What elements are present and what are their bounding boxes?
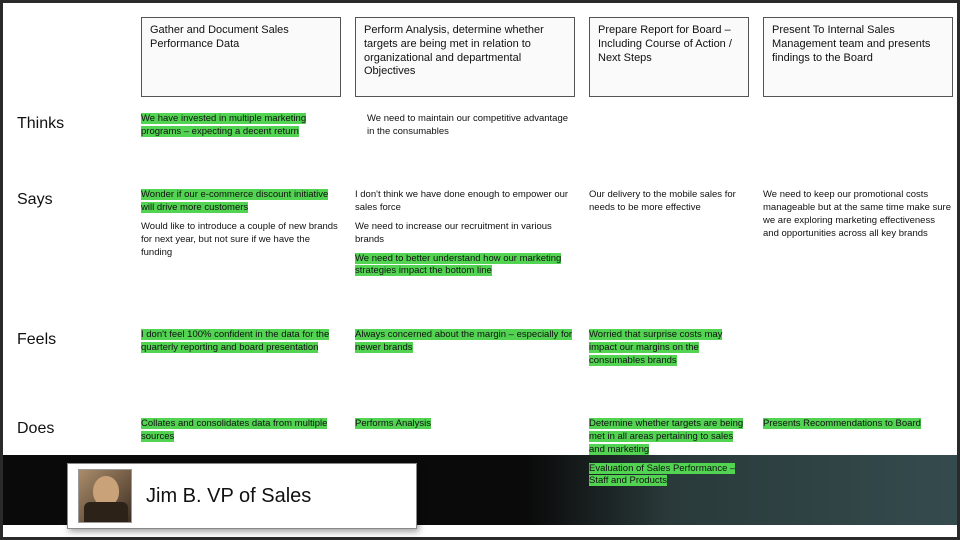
highlighted-text: Performs Analysis: [355, 418, 431, 429]
cell-paragraph: I don't feel 100% confident in the data …: [141, 329, 341, 355]
cell-feels-gather: I don't feel 100% confident in the data …: [141, 329, 341, 402]
persona-name: Jim B. VP of Sales: [146, 485, 311, 508]
persona-photo: [78, 469, 132, 523]
cell-paragraph: Collates and consolidates data from mult…: [141, 418, 341, 444]
cell-paragraph: Performs Analysis: [355, 418, 575, 431]
slide-frame: Gather and Document Sales Performance Da…: [0, 0, 960, 540]
col-header-analysis: Perform Analysis, determine whether targ…: [355, 17, 575, 97]
cell-feels-report: Worried that surprise costs may impact o…: [589, 329, 749, 402]
highlighted-text: Always concerned about the margin – espe…: [355, 329, 572, 353]
row-label-feels: Feels: [17, 329, 127, 349]
cell-thinks-present: [763, 113, 953, 173]
cell-paragraph: We need to keep our promotional costs ma…: [763, 189, 953, 240]
highlighted-text: Determine whether targets are being met …: [589, 418, 743, 455]
cell-thinks-gather: We have invested in multiple marketing p…: [141, 113, 341, 173]
cell-paragraph: Wonder if our e-commerce discount initia…: [141, 189, 341, 215]
cell-paragraph: We have invested in multiple marketing p…: [141, 113, 341, 139]
col-header-gather: Gather and Document Sales Performance Da…: [141, 17, 341, 97]
cell-paragraph: Presents Recommendations to Board: [763, 418, 953, 431]
empathy-map-grid: Gather and Document Sales Performance Da…: [17, 17, 943, 523]
cell-says-analysis: I don't think we have done enough to emp…: [355, 189, 575, 313]
cell-paragraph: Determine whether targets are being met …: [589, 418, 749, 456]
cell-says-present: We need to keep our promotional costs ma…: [763, 189, 953, 313]
cell-feels-analysis: Always concerned about the margin – espe…: [355, 329, 575, 402]
cell-paragraph: We need to better understand how our mar…: [355, 253, 575, 279]
cell-does-present: Presents Recommendations to Board: [763, 418, 953, 523]
highlighted-text: Worried that surprise costs may impact o…: [589, 329, 722, 366]
row-label-thinks: Thinks: [17, 113, 127, 133]
col-header-present: Present To Internal Sales Management tea…: [763, 17, 953, 97]
cell-paragraph: Worried that surprise costs may impact o…: [589, 329, 749, 367]
cell-paragraph: Always concerned about the margin – espe…: [355, 329, 575, 355]
cell-says-gather: Wonder if our e-commerce discount initia…: [141, 189, 341, 313]
highlighted-text: Evaluation of Sales Performance – Staff …: [589, 463, 735, 487]
cell-feels-present: [763, 329, 953, 402]
row-label-does: Does: [17, 418, 127, 438]
highlighted-text: Presents Recommendations to Board: [763, 418, 921, 429]
highlighted-text: We have invested in multiple marketing p…: [141, 113, 306, 137]
cell-says-report: Our delivery to the mobile sales for nee…: [589, 189, 749, 313]
highlighted-text: Collates and consolidates data from mult…: [141, 418, 327, 442]
cell-does-report: Determine whether targets are being met …: [589, 418, 749, 523]
cell-paragraph: We need to maintain our competitive adva…: [367, 113, 575, 139]
cell-paragraph: Would like to introduce a couple of new …: [141, 221, 341, 259]
col-header-report: Prepare Report for Board – Including Cou…: [589, 17, 749, 97]
cell-paragraph: Evaluation of Sales Performance – Staff …: [589, 463, 749, 489]
cell-paragraph: Our delivery to the mobile sales for nee…: [589, 189, 749, 215]
cell-paragraph: We need to increase our recruitment in v…: [355, 221, 575, 247]
cell-thinks-analysis: We need to maintain our competitive adva…: [355, 113, 575, 173]
row-label-says: Says: [17, 189, 127, 209]
grid-spacer: [17, 17, 127, 97]
highlighted-text: Wonder if our e-commerce discount initia…: [141, 189, 328, 213]
persona-card: Jim B. VP of Sales: [67, 463, 417, 529]
highlighted-text: I don't feel 100% confident in the data …: [141, 329, 329, 353]
highlighted-text: We need to better understand how our mar…: [355, 253, 561, 277]
cell-thinks-report: [589, 113, 749, 173]
cell-paragraph: I don't think we have done enough to emp…: [355, 189, 575, 215]
